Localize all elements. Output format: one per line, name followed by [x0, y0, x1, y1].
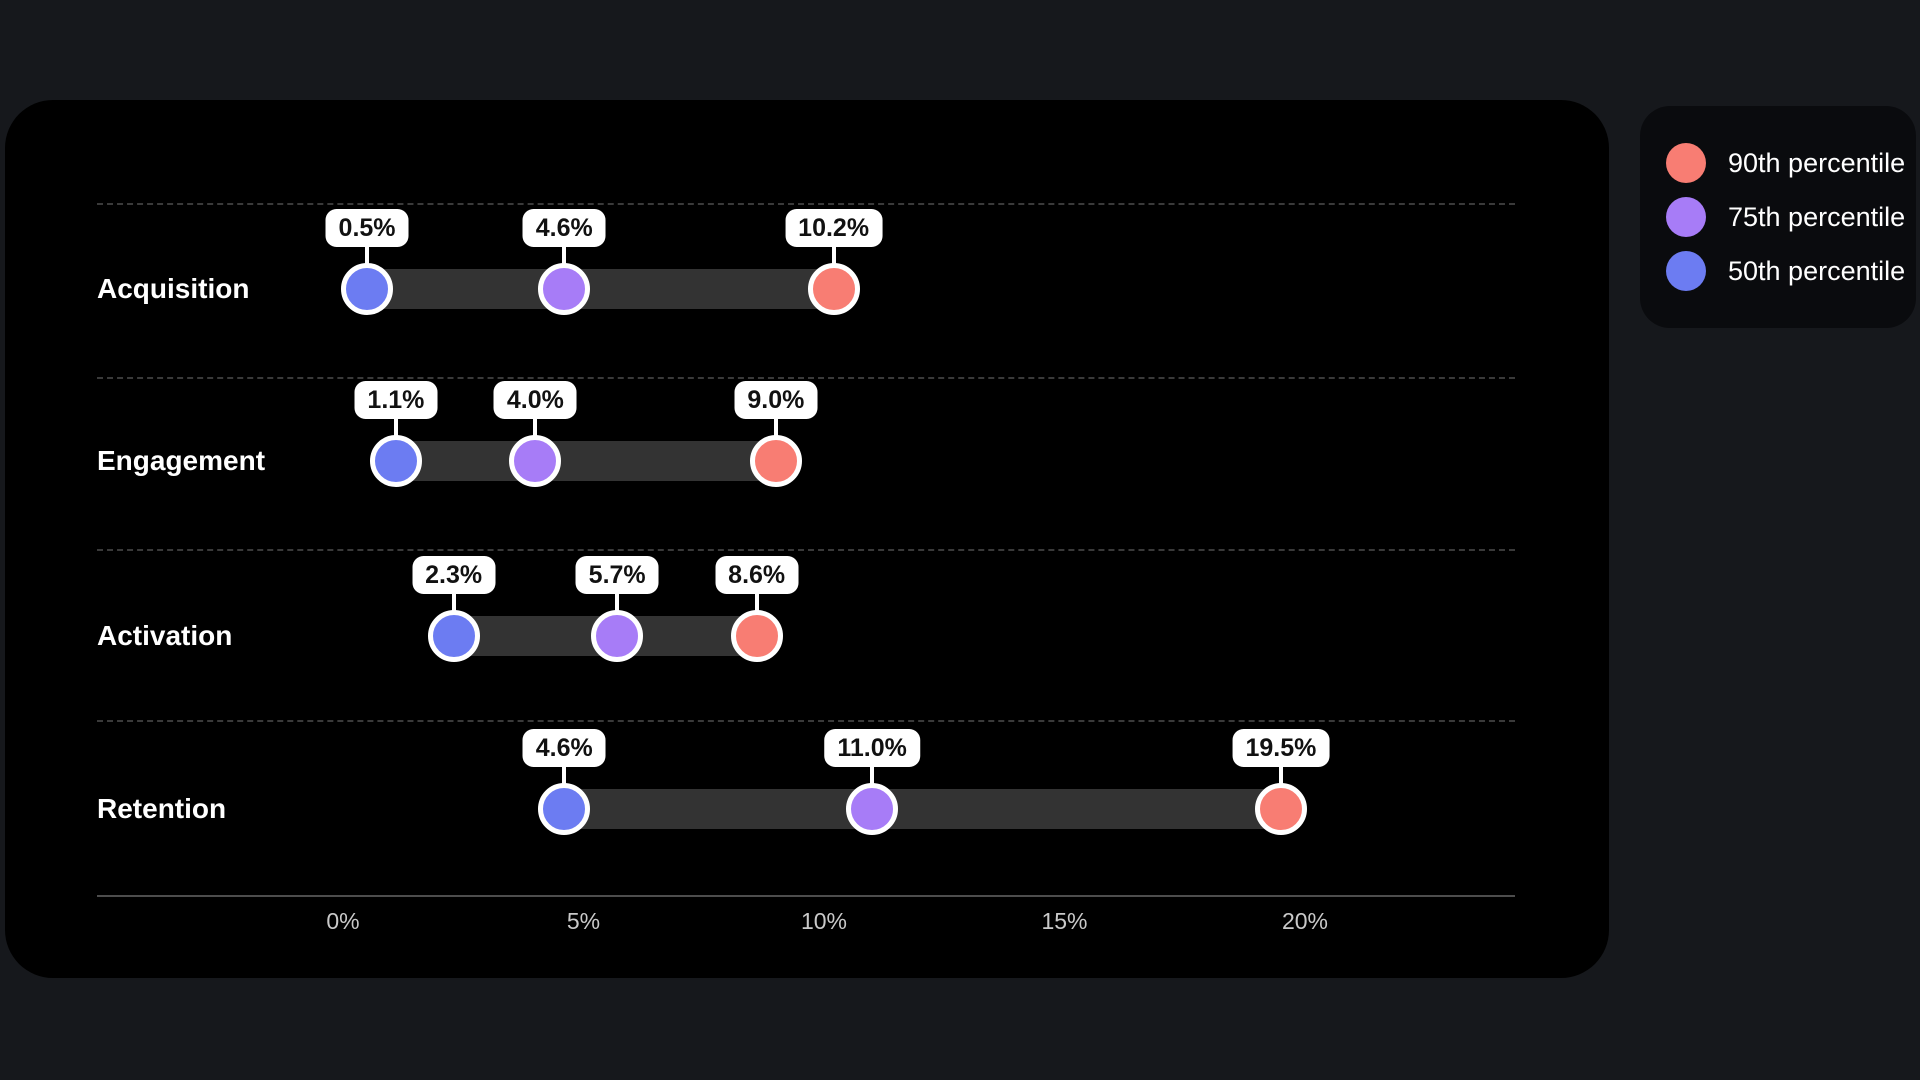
value-badge: 9.0% — [734, 381, 818, 419]
value-badge: 19.5% — [1232, 729, 1330, 767]
x-tick-20: 20% — [1281, 908, 1329, 934]
dot-engagement-75th — [509, 435, 562, 487]
value-badge: 5.7% — [575, 556, 659, 594]
legend-label: 75th percentile — [1728, 201, 1906, 232]
x-tick-0: 0% — [326, 908, 360, 934]
dot-engagement-90th — [749, 435, 802, 487]
legend-item-90th-percentile: 90th percentile — [1666, 143, 1916, 183]
value-badge: 2.3% — [412, 556, 496, 594]
x-axis-line — [97, 895, 1515, 897]
x-tick-10: 10% — [800, 908, 848, 934]
row-label-engagement: Engagement — [97, 445, 266, 476]
row-separator — [97, 720, 1515, 722]
value-badge: 0.5% — [325, 209, 409, 247]
dot-connector — [831, 247, 836, 267]
dot-connector — [562, 767, 567, 787]
dot-acquisition-90th — [807, 263, 860, 315]
dot-connector — [773, 419, 778, 439]
chart-card: Acquisition 0.5% 4.6% 10.2% Engagement 1.1% 4.… — [5, 100, 1609, 978]
dot-acquisition-50th — [341, 263, 394, 315]
x-tick-15: 15% — [1041, 908, 1088, 934]
dot-activation-50th — [427, 610, 480, 662]
value-badge: 4.6% — [522, 729, 606, 767]
row-separator — [97, 203, 1515, 205]
legend-swatch-75th-icon — [1666, 197, 1706, 237]
dot-connector — [870, 767, 875, 787]
range-bar — [395, 441, 776, 481]
range-bar — [367, 269, 834, 309]
dot-connector — [533, 419, 538, 439]
legend-swatch-50th-icon — [1666, 251, 1706, 291]
legend-item-50th-percentile: 50th percentile — [1666, 251, 1916, 291]
row-label-acquisition: Acquisition — [97, 273, 250, 304]
legend-item-75th-percentile: 75th percentile — [1666, 197, 1916, 237]
dot-activation-75th — [591, 610, 644, 662]
dot-activation-90th — [730, 610, 783, 662]
value-badge: 1.1% — [354, 381, 438, 419]
row-label-activation: Activation — [97, 620, 233, 651]
row-separator — [97, 377, 1515, 379]
dot-connector — [754, 594, 759, 614]
value-badge: 4.6% — [522, 209, 606, 247]
row-label-retention: Retention — [97, 793, 227, 824]
dot-connector — [1278, 767, 1283, 787]
dot-retention-75th — [846, 783, 899, 835]
value-badge: 4.0% — [493, 381, 577, 419]
row-separator — [97, 549, 1515, 551]
value-badge: 8.6% — [715, 556, 799, 594]
dot-connector — [615, 594, 620, 614]
value-badge: 11.0% — [824, 729, 920, 767]
range-bar — [564, 789, 1281, 829]
legend-label: 90th percentile — [1728, 147, 1906, 178]
dot-connector — [393, 419, 398, 439]
dot-connector — [365, 247, 370, 267]
dot-engagement-50th — [369, 435, 422, 487]
legend-swatch-90th-icon — [1666, 143, 1706, 183]
value-badge: 10.2% — [785, 209, 883, 247]
chart-legend: 90th percentile 75th percentile 50th per… — [1640, 106, 1916, 328]
x-tick-5: 5% — [566, 908, 601, 934]
dot-retention-90th — [1254, 783, 1307, 835]
dot-connector — [451, 594, 456, 614]
dot-retention-50th — [538, 783, 591, 835]
dot-acquisition-75th — [538, 263, 591, 315]
dot-connector — [562, 247, 567, 267]
legend-label: 50th percentile — [1728, 255, 1906, 286]
